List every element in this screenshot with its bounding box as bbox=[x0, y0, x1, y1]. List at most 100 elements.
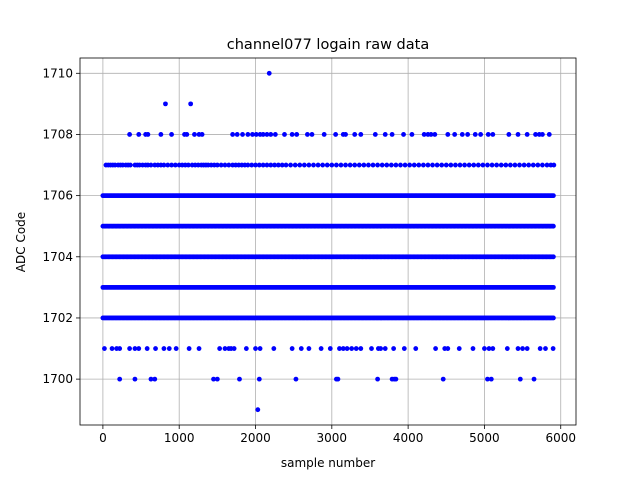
data-point bbox=[166, 346, 172, 351]
data-point bbox=[407, 162, 413, 168]
data-point bbox=[333, 162, 339, 168]
data-point bbox=[466, 162, 472, 168]
y-tick-label: 1702 bbox=[42, 311, 73, 325]
data-point bbox=[315, 162, 321, 168]
data-point bbox=[214, 376, 220, 382]
data-point bbox=[165, 162, 171, 168]
data-point bbox=[249, 162, 255, 168]
data-point bbox=[218, 162, 224, 168]
data-point bbox=[440, 376, 446, 382]
data-point bbox=[439, 162, 445, 168]
data-point bbox=[148, 376, 154, 382]
data-point bbox=[430, 162, 435, 168]
x-tick-label: 4000 bbox=[393, 431, 424, 445]
data-point bbox=[488, 376, 494, 382]
data-point bbox=[443, 162, 449, 168]
x-tick-label: 0 bbox=[99, 431, 107, 445]
data-point bbox=[337, 346, 342, 351]
data-point bbox=[292, 162, 298, 168]
y-tick-label: 1710 bbox=[42, 66, 73, 80]
data-point bbox=[517, 162, 522, 168]
data-point bbox=[393, 376, 399, 382]
data-point bbox=[533, 132, 538, 137]
data-point bbox=[520, 346, 525, 351]
data-point bbox=[268, 132, 274, 137]
data-point bbox=[347, 162, 353, 168]
data-point bbox=[504, 346, 510, 351]
data-point bbox=[282, 132, 287, 137]
x-axis-ticks: 0 1000 2000 3000 4000 5000 6000 bbox=[99, 425, 576, 445]
data-point bbox=[343, 162, 348, 168]
data-point bbox=[551, 254, 556, 260]
data-point bbox=[353, 346, 359, 351]
data-point bbox=[378, 346, 384, 351]
data-point bbox=[530, 162, 536, 168]
data-point bbox=[185, 162, 191, 168]
data-point bbox=[214, 162, 220, 168]
data-point bbox=[272, 132, 278, 137]
data-point bbox=[240, 132, 245, 137]
data-point bbox=[445, 132, 451, 137]
data-point bbox=[188, 101, 194, 107]
data-point bbox=[543, 346, 548, 351]
data-point bbox=[551, 223, 556, 229]
data-point bbox=[535, 162, 541, 168]
data-point bbox=[169, 162, 174, 168]
data-point bbox=[289, 132, 295, 137]
data-point bbox=[256, 376, 262, 382]
data-point bbox=[358, 132, 364, 137]
data-point bbox=[432, 132, 438, 137]
data-point bbox=[537, 346, 543, 351]
data-point bbox=[324, 162, 330, 168]
data-point bbox=[544, 162, 550, 168]
data-point bbox=[335, 376, 341, 382]
data-point bbox=[551, 162, 557, 168]
data-point bbox=[490, 132, 496, 137]
data-point bbox=[344, 346, 350, 351]
data-point bbox=[192, 132, 197, 137]
data-point bbox=[370, 162, 376, 168]
data-point bbox=[136, 346, 142, 351]
data-point bbox=[250, 132, 255, 137]
x-tick-label: 1000 bbox=[164, 431, 195, 445]
data-point bbox=[217, 346, 223, 351]
data-point bbox=[153, 346, 158, 351]
data-point bbox=[333, 132, 339, 137]
data-point bbox=[340, 346, 346, 351]
data-point bbox=[266, 70, 272, 76]
y-tick-label: 1700 bbox=[42, 372, 73, 386]
data-point bbox=[117, 376, 123, 382]
data-point bbox=[465, 132, 471, 137]
data-point bbox=[117, 346, 123, 351]
data-point bbox=[297, 162, 303, 168]
data-point bbox=[257, 346, 263, 351]
data-point bbox=[288, 162, 294, 168]
data-point bbox=[320, 162, 326, 168]
y-tick-label: 1704 bbox=[42, 250, 73, 264]
data-point bbox=[169, 132, 174, 137]
data-point bbox=[272, 162, 277, 168]
data-point bbox=[358, 346, 364, 351]
y-tick-label: 1706 bbox=[42, 189, 73, 203]
data-point bbox=[372, 132, 378, 137]
data-point bbox=[452, 132, 458, 137]
data-point bbox=[148, 162, 154, 168]
data-point bbox=[546, 132, 552, 137]
data-point bbox=[231, 346, 237, 351]
data-point bbox=[401, 346, 407, 351]
data-point bbox=[498, 162, 504, 168]
plot-frame bbox=[79, 57, 577, 426]
data-point bbox=[402, 162, 408, 168]
data-point bbox=[211, 376, 216, 382]
data-point bbox=[293, 376, 299, 382]
chart-title: channel077 logain raw data bbox=[227, 37, 429, 53]
data-point bbox=[276, 162, 281, 168]
data-point bbox=[550, 346, 556, 351]
data-point bbox=[152, 376, 158, 382]
data-point bbox=[471, 162, 477, 168]
data-point bbox=[306, 162, 312, 168]
data-point bbox=[453, 162, 458, 168]
data-point bbox=[245, 162, 251, 168]
data-point bbox=[421, 132, 427, 137]
